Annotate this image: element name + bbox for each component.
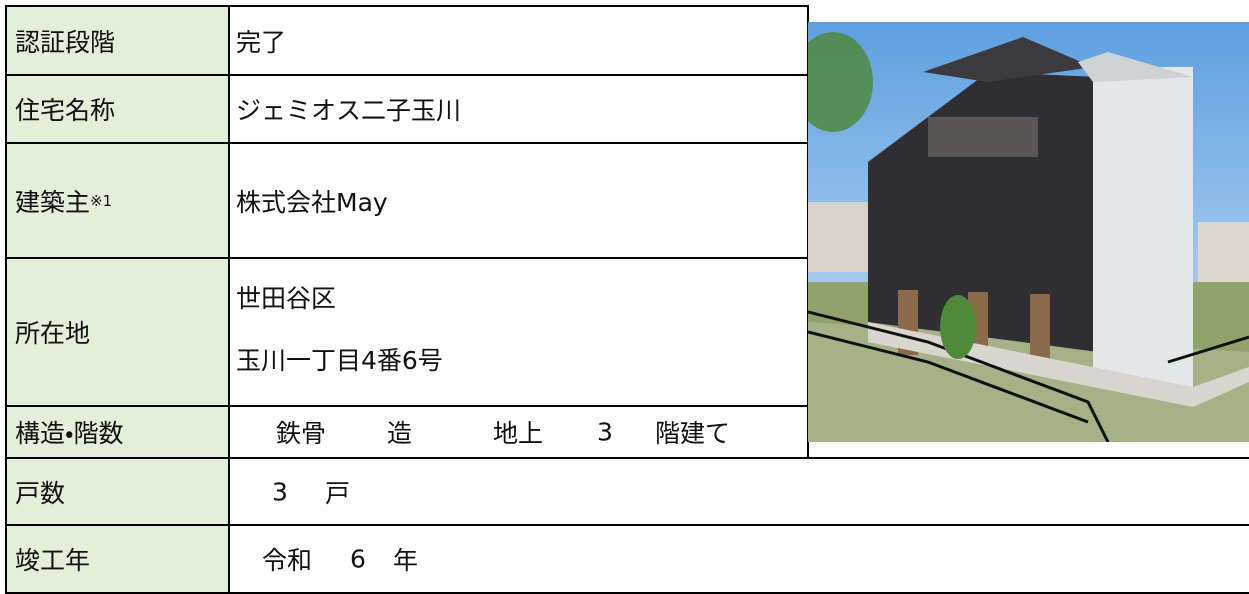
value-text: 3 xyxy=(272,477,288,506)
row-value: 株式会社May xyxy=(228,142,809,259)
row-label: 竣工年 xyxy=(5,524,230,594)
row-value: 世田谷区玉川一丁目4番6号 xyxy=(228,257,809,407)
value-text: 6 xyxy=(350,544,366,574)
value-text: 造 xyxy=(387,419,413,448)
value-text: 戸 xyxy=(325,478,351,508)
value-text: 地上 xyxy=(493,419,544,448)
footnote-mark: ※1 xyxy=(90,191,113,210)
row-label: 所在地 xyxy=(5,257,230,407)
label-text: 竣工年 xyxy=(15,546,91,575)
row-label: 構造・階数 xyxy=(5,405,230,459)
label-text: 戸数 xyxy=(15,478,66,508)
row-label: 認証段階 xyxy=(5,5,230,76)
value-text: 令和 xyxy=(262,546,313,575)
value-text: 階建て xyxy=(655,419,731,448)
row-label: 建築主 ※1 xyxy=(5,142,230,259)
value-text: 株式会社May xyxy=(236,187,388,217)
row-value: ジェミオス二子玉川 xyxy=(228,74,809,144)
label-text: 建築主 xyxy=(15,187,91,217)
row-value: 鉄骨 造 地上 3 階建て xyxy=(228,405,809,459)
value-text: 鉄骨 xyxy=(276,419,327,448)
value-text: 玉川一丁目4番6号 xyxy=(236,346,443,375)
value-text: 完了 xyxy=(236,27,287,57)
value-text: ジェミオス二子玉川 xyxy=(236,96,462,125)
value-text: 年 xyxy=(393,546,419,575)
row-value: 令和 6 年 xyxy=(228,524,1249,594)
label-text: 認証段階 xyxy=(15,27,116,57)
label-text: 住宅名称 xyxy=(15,96,116,125)
building-photo xyxy=(808,22,1249,442)
value-text: 3 xyxy=(597,417,613,447)
label-text: 所在地 xyxy=(15,319,91,348)
label-text: 構造・階数 xyxy=(15,419,124,448)
row-value: 完了 xyxy=(228,5,809,76)
row-label: 住宅名称 xyxy=(5,74,230,144)
row-label: 戸数 xyxy=(5,457,230,526)
value-text: 世田谷区 xyxy=(236,284,337,313)
